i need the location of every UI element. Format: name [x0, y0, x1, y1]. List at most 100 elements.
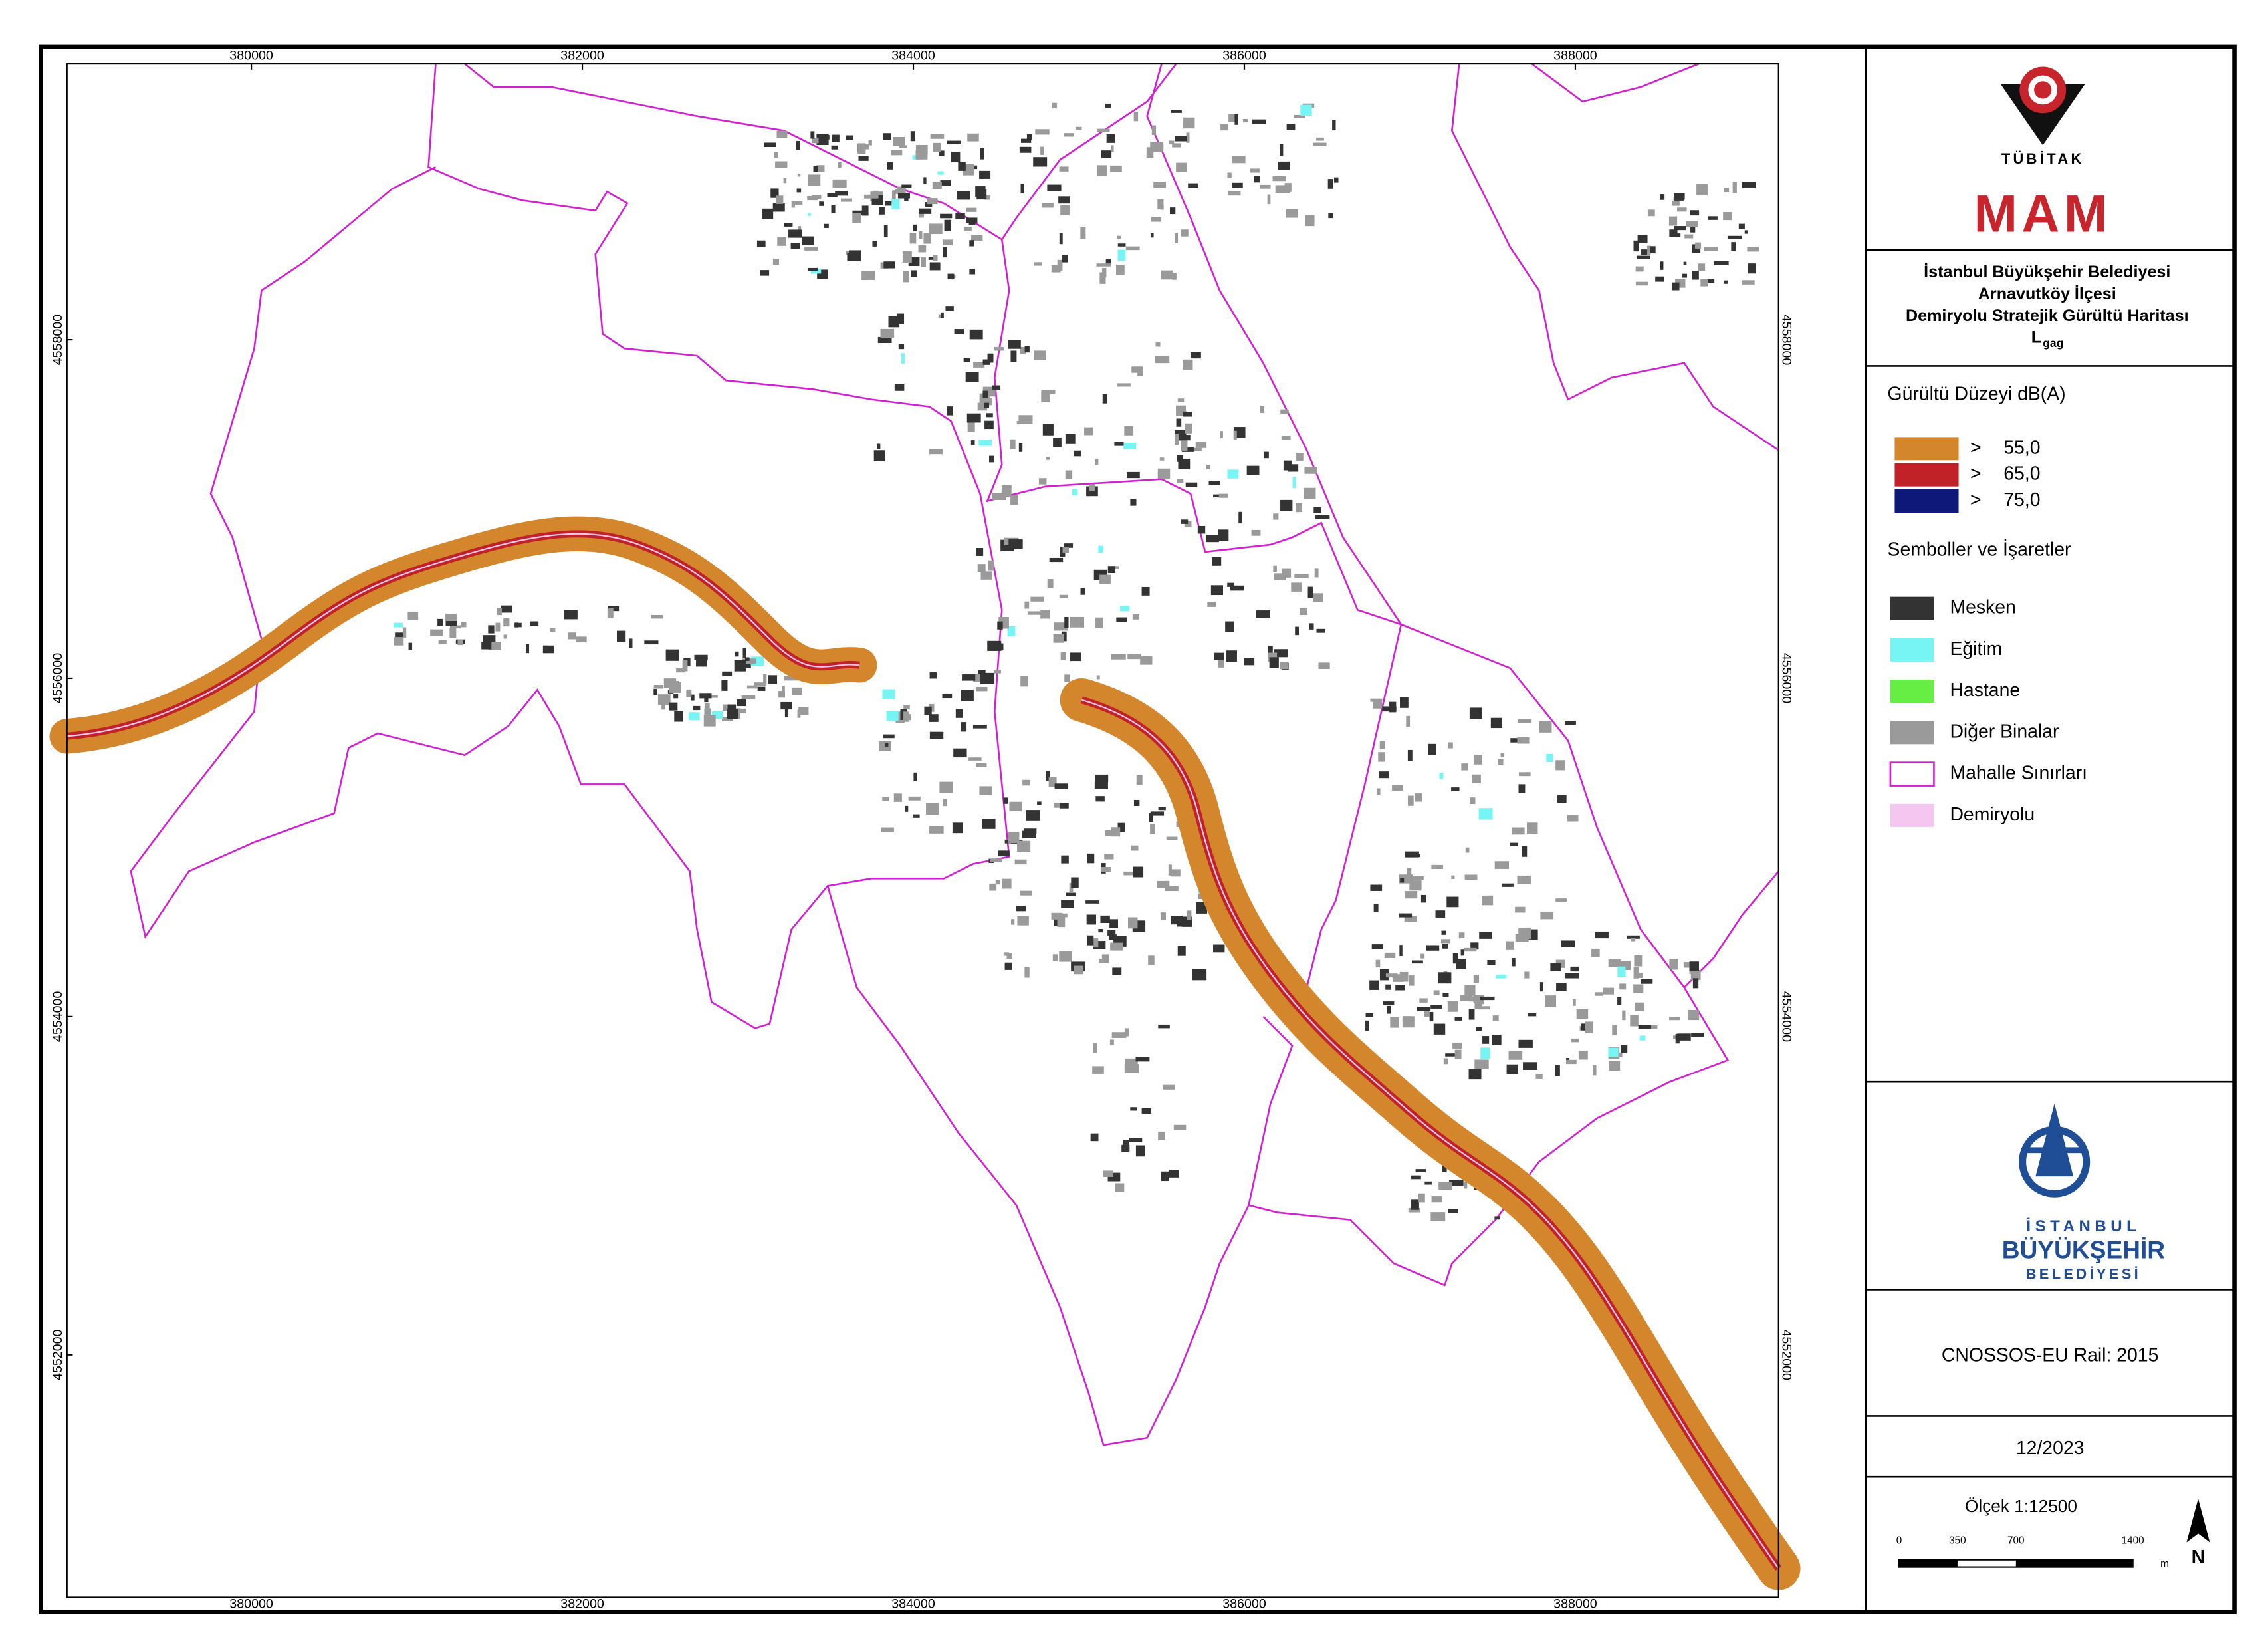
building: [1512, 827, 1525, 835]
building: [933, 142, 941, 152]
building: [938, 314, 942, 318]
building: [1127, 471, 1140, 479]
building: [744, 660, 751, 668]
building: [1385, 984, 1391, 990]
building: [1278, 161, 1290, 170]
building: [1117, 243, 1126, 247]
building: [1016, 906, 1026, 912]
building: [1314, 568, 1319, 578]
building: [1406, 715, 1411, 727]
building: [1048, 777, 1057, 787]
building: [1448, 1209, 1458, 1213]
building: [437, 618, 443, 626]
building: [1612, 1025, 1617, 1035]
legend-swatch: [1889, 761, 1935, 787]
building: [1677, 207, 1687, 212]
building: [913, 772, 917, 781]
building: [1090, 1133, 1099, 1142]
building: [763, 674, 767, 685]
building: [1673, 197, 1684, 201]
building: [976, 686, 988, 692]
building: [742, 648, 746, 658]
building: [1169, 1170, 1179, 1178]
building: [963, 358, 970, 362]
building: [1460, 949, 1465, 956]
building: [1046, 457, 1050, 460]
building: [772, 258, 779, 265]
y-tick-label: 4554000: [51, 991, 65, 1043]
building: [1578, 1050, 1588, 1060]
building: [1464, 874, 1478, 880]
building: [1280, 662, 1288, 670]
building: [1510, 842, 1518, 846]
building: [651, 614, 663, 619]
building: [1492, 1035, 1502, 1045]
building: [813, 166, 818, 172]
legend-swatch: [1894, 489, 1959, 513]
scale-segment: [2015, 1559, 2133, 1567]
building: [1157, 199, 1164, 209]
building: [1097, 128, 1110, 132]
building: [1263, 451, 1269, 459]
building: [1028, 611, 1042, 615]
building: [1454, 1049, 1462, 1059]
x-tick-label: 386000: [1222, 48, 1266, 63]
building: [929, 714, 939, 722]
building: [483, 635, 496, 644]
building: [1727, 235, 1742, 239]
building: [965, 372, 979, 382]
building: [691, 694, 695, 701]
building: [943, 239, 953, 245]
building: [1155, 356, 1170, 364]
building: [1431, 864, 1443, 869]
building: [1038, 478, 1047, 485]
building: [1207, 602, 1216, 607]
building: [877, 336, 892, 344]
building: [978, 440, 992, 446]
building: [1523, 1062, 1537, 1071]
building: [1124, 426, 1134, 436]
x-tick-label: 388000: [1553, 48, 1597, 63]
building: [888, 316, 900, 328]
district-boundary: [986, 239, 1403, 988]
y-tick-label: 4558000: [1779, 315, 1793, 366]
building: [1150, 824, 1155, 834]
building: [1409, 975, 1415, 986]
building: [1377, 788, 1381, 795]
building: [742, 658, 756, 664]
building: [1441, 930, 1447, 935]
building: [1177, 398, 1185, 402]
building: [1274, 649, 1288, 658]
x-tick-label: 380000: [229, 1597, 273, 1612]
building: [1452, 953, 1458, 964]
building: [1546, 754, 1553, 762]
building: [924, 706, 932, 715]
building: [1508, 1050, 1523, 1060]
building: [1177, 922, 1183, 927]
building: [1445, 1053, 1456, 1057]
building: [1378, 752, 1385, 762]
building: [1136, 774, 1143, 785]
building: [1195, 442, 1207, 448]
building: [1117, 383, 1131, 387]
building: [885, 201, 896, 206]
building: [1054, 783, 1068, 789]
building: [770, 188, 779, 198]
building: [1309, 623, 1314, 630]
building: [1701, 279, 1715, 283]
building: [1112, 967, 1122, 975]
building: [1692, 271, 1699, 280]
building: [941, 312, 944, 318]
building: [1660, 194, 1665, 200]
sheet-frame: [39, 44, 2237, 1614]
building: [939, 781, 953, 793]
building: [1251, 529, 1261, 536]
building: [953, 748, 967, 758]
building: [966, 413, 981, 423]
building: [1102, 267, 1107, 277]
building: [488, 625, 495, 634]
building: [1677, 1033, 1691, 1041]
building: [1570, 966, 1579, 972]
building: [1473, 975, 1480, 983]
building: [926, 803, 939, 815]
